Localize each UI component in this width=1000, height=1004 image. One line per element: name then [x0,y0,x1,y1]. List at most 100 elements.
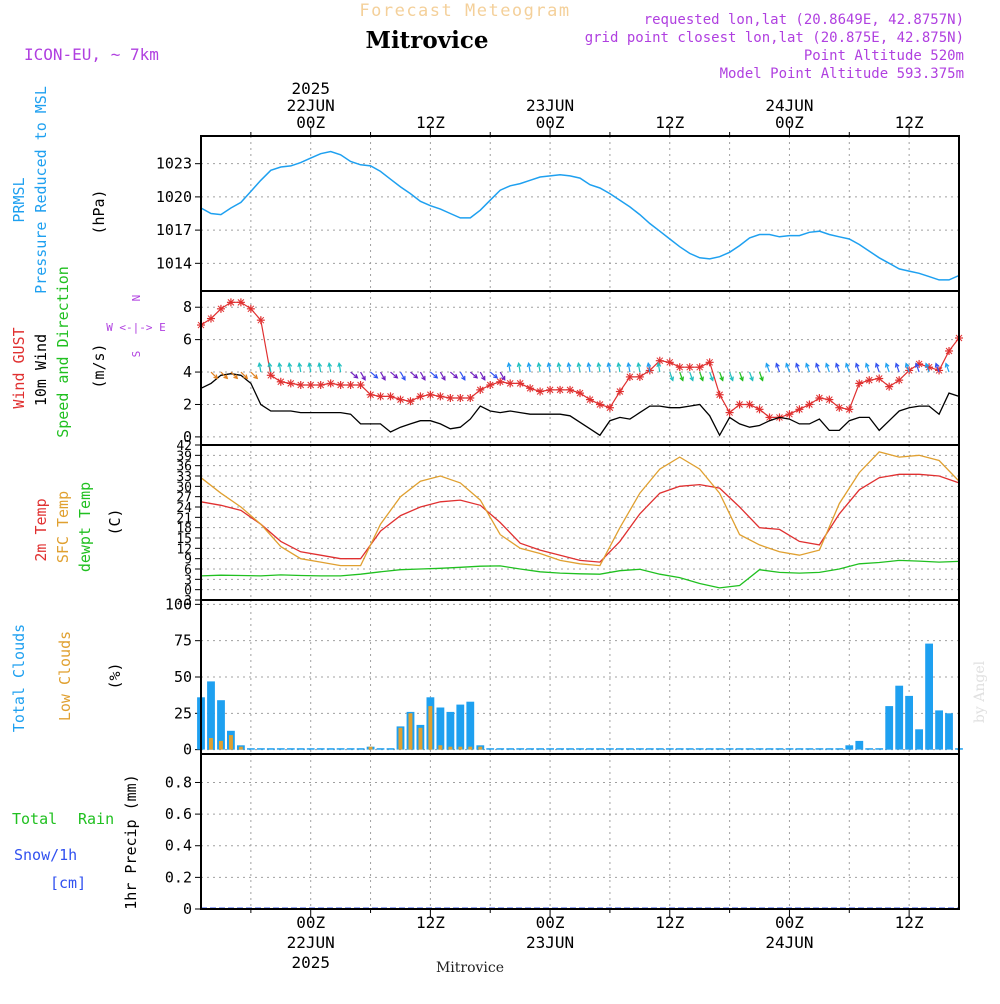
total-clouds-bar [356,748,365,750]
chart-title: Mitrovice [365,27,488,54]
bottom-time-label: 00Z [536,913,565,932]
top-time-label: 00Z [775,113,804,132]
y-tick-label: 6 [184,563,192,578]
y-tick-label: 25 [174,704,192,722]
pressure-unit: (hPa) [90,189,108,234]
wind-direction-arrow [775,362,781,373]
wind-direction-arrow [669,371,675,382]
bottom-time-label: 2025 [291,953,330,972]
wind-direction-arrow [785,362,791,373]
top-time-label: 00Z [536,113,565,132]
wind-gust-marker [865,376,874,385]
total-clouds-bar [665,748,674,750]
total-clouds-bar [925,643,933,750]
wind-gust-marker [615,387,624,396]
wind-gust-marker [895,376,904,385]
y-tick-label: 1020 [156,188,192,206]
wind-direction-arrow [845,362,850,373]
panel-frame [200,444,960,601]
wind-gust-marker [206,314,215,323]
total-clouds-bar [286,748,295,750]
wind-direction-arrow [758,371,764,382]
bottom-time-label: 00Z [775,913,804,932]
y-tick-label: 1014 [156,254,192,272]
low-clouds-bar [238,746,243,750]
wind-direction-arrow [729,371,734,382]
total-clouds-bar [735,748,744,750]
wind-gust-marker [755,405,764,414]
wind-direction-arrow [709,371,714,382]
panel-frame [200,135,960,292]
top-time-label: 12Z [895,113,924,132]
total-clouds-bar [266,748,275,750]
wind-gust-line [200,301,960,418]
pressure-line [200,150,960,281]
wind-gust-marker [875,374,884,383]
y-tick-label: 18 [176,522,192,537]
total-clouds-bar [576,748,584,750]
wind-gust-marker [266,371,275,380]
info-line-2: grid point closest lon,lat (20.875E, 42.… [585,30,964,46]
bottom-time-label: 00Z [296,913,325,932]
wind-gust-marker [336,381,345,390]
wind-direction-arrow [815,362,820,373]
total-clouds-bar [835,748,844,750]
total-clouds-bar [905,695,913,750]
total-clouds-bar [217,700,225,750]
wind-gust-marker [426,390,435,399]
wind-direction-arrow [526,361,532,373]
wind-gust-marker [595,400,604,409]
wind-direction-arrow [459,371,466,381]
total-clouds-bar [566,748,574,750]
bottom-time-label: 22JUN [287,933,335,952]
wind-direction-arrow [739,371,744,382]
wind-direction-arrow [230,371,239,380]
total-clouds-bar [685,748,694,750]
top-time-label: 22JUN [287,96,335,115]
y-tick-label: 9 [184,553,192,568]
top-time-label: 12Z [655,113,684,132]
total-clouds-bar [785,748,794,750]
y-tick-label: 12 [176,542,192,557]
wind-gust-marker [625,372,634,381]
total-clouds-bar [346,748,355,750]
top-time-label: 24JUN [765,96,813,115]
total-clouds-bar [715,748,724,750]
panel-wind: 0 2 4 6 8 [183,291,959,446]
top-time-label: 23JUN [526,96,574,115]
wind-gust-marker [795,405,804,414]
wind-gust-marker [326,379,335,388]
total-clouds-bar [296,748,305,750]
total-clouds-bar [506,748,515,750]
low-clouds-bar [428,706,433,750]
wind-direction-arrow [586,361,592,373]
wind-gust-marker [256,316,265,325]
wind-direction-arrow [748,371,754,382]
y-tick-label: 27 [176,491,192,506]
info-line-3: Point Altitude 520m [804,48,964,64]
wind-direction-arrow [835,362,840,373]
wind-gust-marker [556,385,565,394]
wind-direction-arrow [240,371,249,380]
chart-subtitle: Forecast Meteogram [359,1,570,21]
wind-unit: (m/s) [90,343,108,388]
total-clouds-bar [765,748,774,750]
low-clouds-bar [398,727,403,750]
y-tick-label: 42 [176,439,192,454]
y-tick-label: 33 [176,470,192,485]
wind-direction-arrow [469,371,479,379]
low-clouds-bar [418,727,423,750]
wind-direction-arrow [689,371,694,382]
wind-gust-marker [476,385,485,394]
wind-gust-marker [536,387,545,396]
wind-direction-arrow [479,371,486,381]
precip-rain-label: Rain [78,810,114,828]
total-clouds-bar [655,748,664,750]
y-tick-label: 0 [183,900,192,918]
wind-direction-arrow [370,371,379,379]
y-tick-label: 4 [183,363,192,381]
wind-direction-arrow [546,361,552,373]
wind-gust-marker [546,385,555,394]
